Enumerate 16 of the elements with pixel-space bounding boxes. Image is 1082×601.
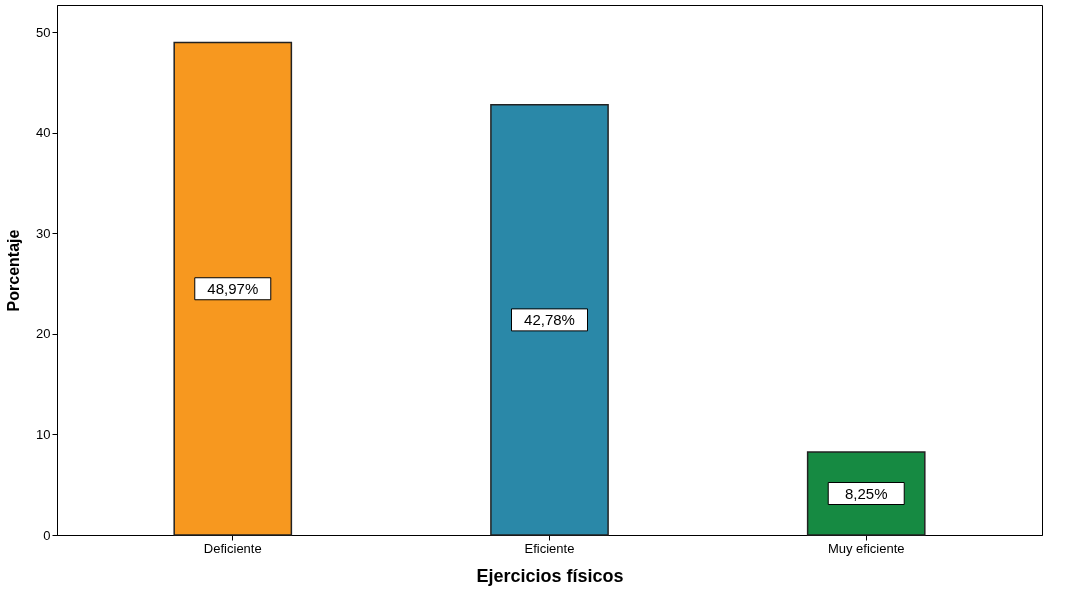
x-tick-label: Eficiente xyxy=(524,540,575,556)
x-tick-label: Muy eficiente xyxy=(827,540,905,556)
data-label: 48,97% xyxy=(207,279,259,297)
y-tick-label: 10 xyxy=(36,426,51,442)
y-tick-label: 0 xyxy=(43,527,51,543)
data-label: 8,25% xyxy=(844,484,888,502)
y-tick-label: 20 xyxy=(36,326,51,342)
data-label: 42,78% xyxy=(524,310,575,328)
y-axis-title: Porcentaje xyxy=(5,229,23,312)
y-tick-label: 40 xyxy=(36,125,51,141)
bar xyxy=(490,104,609,536)
x-tick-label: Deficiente xyxy=(203,540,262,556)
y-tick-label: 30 xyxy=(36,225,51,241)
bar xyxy=(173,41,293,536)
x-axis-title: Ejercicios físicos xyxy=(476,565,624,586)
y-tick-label: 50 xyxy=(36,24,51,40)
